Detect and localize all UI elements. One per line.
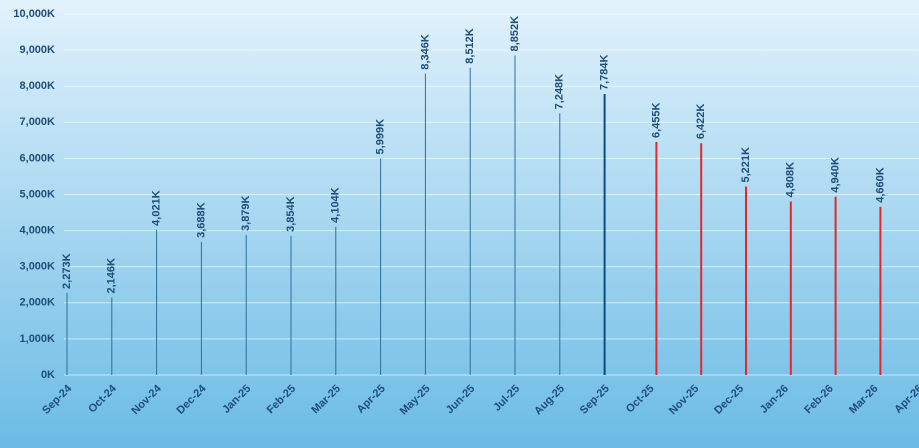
bar xyxy=(424,73,426,375)
value-label: 8,512K xyxy=(464,28,476,64)
value-label: 4,021K xyxy=(151,190,163,226)
y-tick-label: 3,000K xyxy=(20,261,56,273)
bar xyxy=(66,292,68,375)
value-label: 6,455K xyxy=(650,102,662,138)
bar xyxy=(200,241,202,375)
bar xyxy=(834,196,837,375)
value-label: 2,146K xyxy=(106,258,118,294)
bar xyxy=(603,93,606,376)
bar xyxy=(380,158,382,375)
bar xyxy=(245,234,247,375)
value-label: 7,248K xyxy=(554,74,566,110)
y-tick-label: 1,000K xyxy=(20,333,56,345)
bar xyxy=(655,141,658,375)
bar xyxy=(789,201,792,375)
y-tick-label: 10,000K xyxy=(13,8,55,20)
y-tick-label: 0K xyxy=(41,369,55,381)
bar xyxy=(469,67,471,375)
y-tick-label: 6,000K xyxy=(20,152,56,164)
value-label: 4,940K xyxy=(830,157,842,193)
value-label: 2,273K xyxy=(61,253,73,289)
value-label: 8,346K xyxy=(419,34,431,70)
y-tick-label: 8,000K xyxy=(20,80,56,92)
y-tick-label: 5,000K xyxy=(20,188,56,200)
value-label: 4,104K xyxy=(330,187,342,223)
value-label: 3,688K xyxy=(195,202,207,238)
bar xyxy=(745,186,747,375)
y-tick-label: 9,000K xyxy=(20,44,56,56)
y-tick-label: 2,000K xyxy=(20,297,56,309)
value-label: 5,999K xyxy=(375,119,387,155)
value-label: 3,879K xyxy=(240,195,252,231)
value-label: 7,784K xyxy=(599,54,611,90)
value-label: 8,852K xyxy=(509,16,521,52)
bar xyxy=(290,235,292,375)
value-label: 3,854K xyxy=(285,196,297,232)
bar xyxy=(879,206,882,375)
bar xyxy=(335,226,337,375)
bar xyxy=(559,113,561,375)
bar xyxy=(700,143,703,375)
value-label: 6,422K xyxy=(695,104,707,140)
bar xyxy=(111,297,113,375)
y-tick-label: 4,000K xyxy=(20,225,56,237)
value-label: 5,221K xyxy=(740,147,752,183)
y-tick-label: 7,000K xyxy=(20,116,56,128)
value-label: 4,808K xyxy=(785,162,797,198)
bar xyxy=(156,229,158,375)
value-label: 4,660K xyxy=(874,167,886,203)
bar xyxy=(514,55,516,375)
